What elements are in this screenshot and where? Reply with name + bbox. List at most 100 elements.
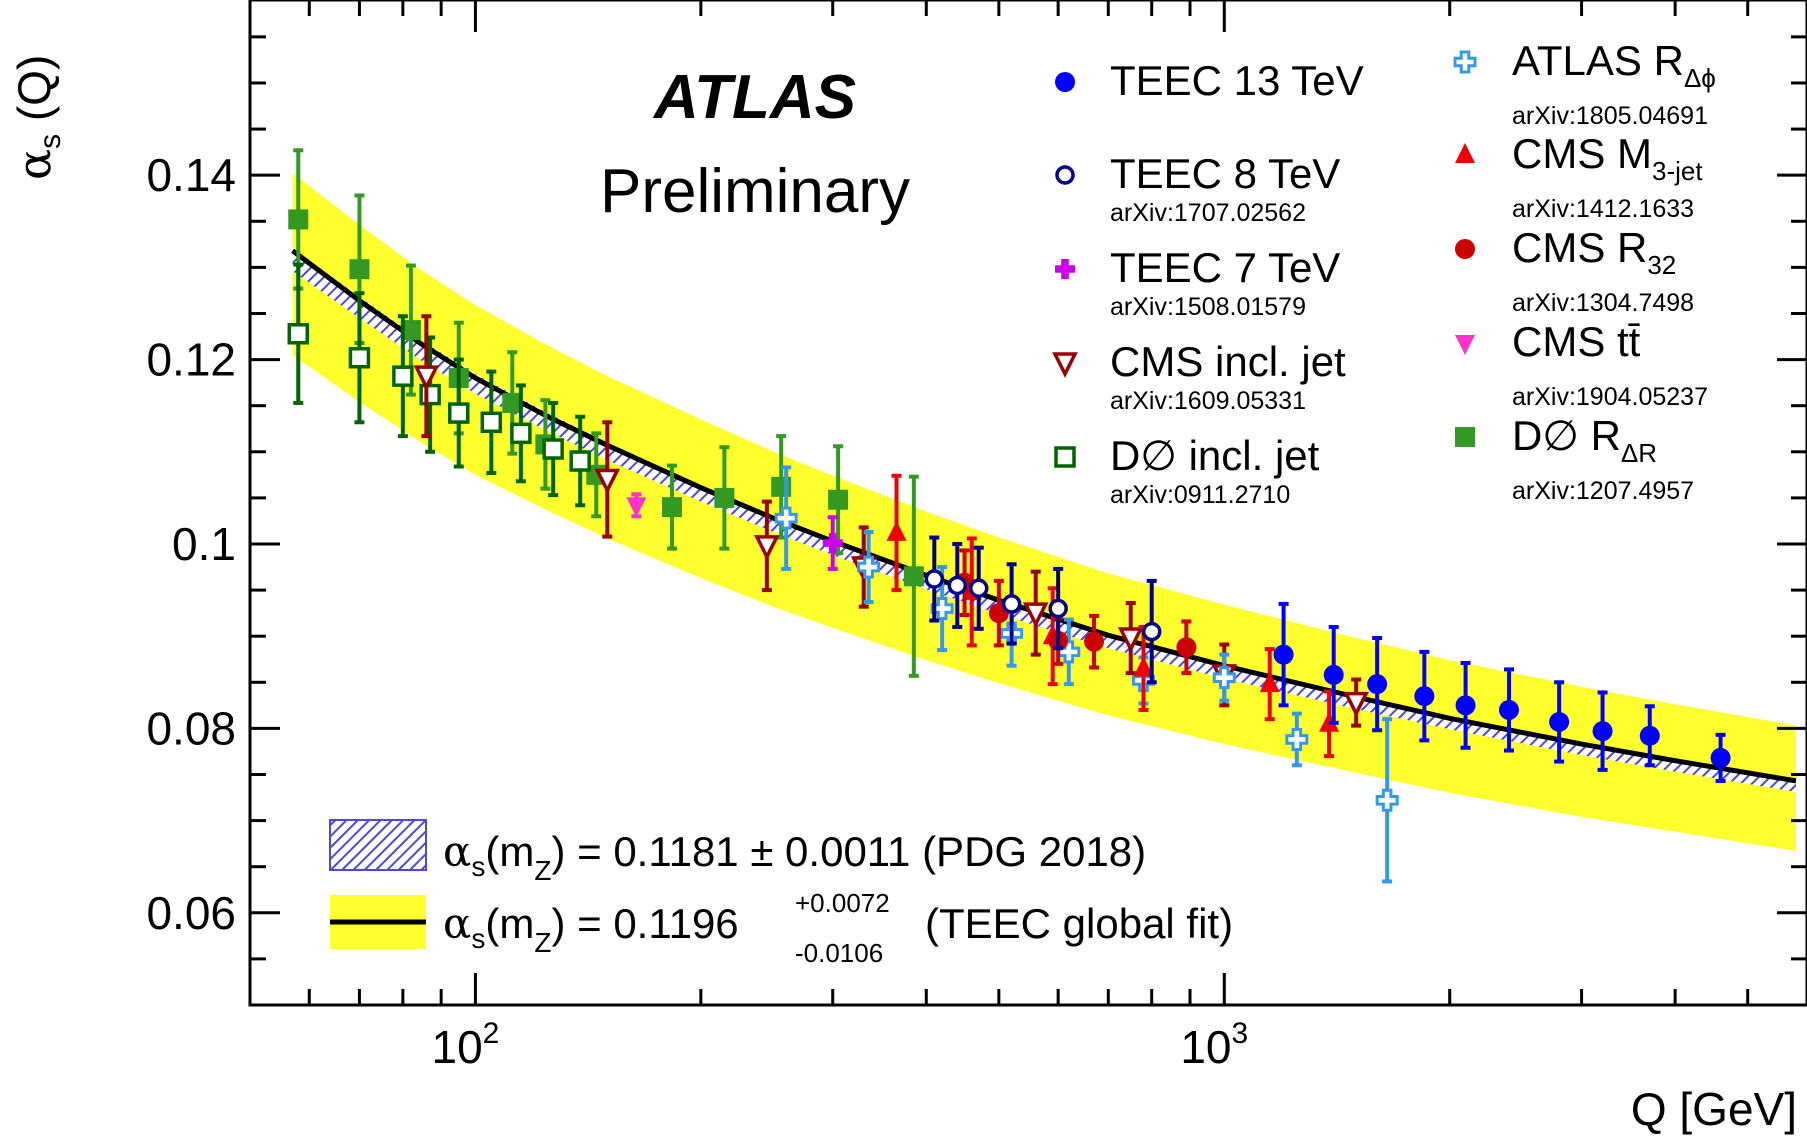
- data-point: [1084, 613, 1105, 670]
- series-d0-r-dr: [288, 148, 924, 678]
- data-point: [924, 535, 945, 623]
- teec-band-label: αs(mZ) = 0.1196: [443, 899, 739, 958]
- legend-reference: arXiv:1304.7498: [1512, 289, 1694, 317]
- legend-reference: arXiv:1207.4957: [1512, 477, 1694, 505]
- y-tick-label: 0.14: [146, 149, 236, 201]
- data-points-layer: [287, 148, 1731, 884]
- y-tick-label: 0.12: [146, 334, 236, 386]
- data-point: [1022, 569, 1049, 657]
- data-point: [714, 445, 735, 551]
- data-point: [1117, 601, 1144, 676]
- legend-entry: CMS R32 arXiv:1304.7498: [1455, 224, 1694, 317]
- data-point: [392, 314, 414, 439]
- status-label: Preliminary: [600, 157, 910, 226]
- data-point: [447, 357, 470, 469]
- data-point: [510, 383, 532, 484]
- legend-entry: CMS M3-jet arXiv:1412.1633: [1455, 130, 1703, 223]
- data-point: [1549, 680, 1570, 764]
- data-point: [857, 530, 881, 605]
- marker: [480, 411, 503, 434]
- data-point: [287, 262, 310, 405]
- data-point: [1259, 647, 1280, 722]
- data-point: [626, 492, 647, 519]
- legend-reference: arXiv:1805.04691: [1512, 102, 1708, 130]
- data-point: [1141, 578, 1162, 685]
- pdg-band-label: αs(mZ) = 0.1181 ± 0.0011 (PDG 2018): [443, 827, 1146, 886]
- legend-entry: TEEC 13 TeV: [1055, 57, 1364, 104]
- data-point: [1001, 562, 1022, 646]
- marker: [886, 520, 907, 541]
- marker: [1212, 666, 1236, 690]
- data-point: [1375, 717, 1399, 884]
- y-axis-title: αs (Q): [7, 55, 67, 180]
- data-point: [661, 463, 682, 551]
- data-point: [348, 291, 371, 425]
- data-point: [886, 473, 907, 593]
- data-point: [774, 465, 798, 571]
- marker: [924, 569, 945, 589]
- marker: [822, 533, 843, 554]
- y-tick-label: 0.06: [146, 887, 236, 939]
- series-teec-8-tev: [924, 535, 1162, 685]
- marker: [903, 566, 924, 587]
- legend-label: CMS tt̄: [1512, 318, 1641, 365]
- x-tick-label: 103: [1180, 1017, 1248, 1073]
- marker: [349, 259, 370, 280]
- series-teec-7-tev: [822, 515, 843, 571]
- legend-label: CMS M3-jet: [1512, 130, 1703, 186]
- y-tick-label: 0.1: [172, 518, 236, 570]
- legend-entry: ATLAS RΔϕ arXiv:1805.04691: [1453, 37, 1716, 130]
- legend-marker: [1054, 446, 1076, 468]
- marker: [1323, 664, 1344, 685]
- marker: [947, 575, 968, 596]
- legend-label: ATLAS RΔϕ: [1512, 37, 1716, 93]
- legend-marker: [1052, 352, 1078, 378]
- marker: [510, 422, 532, 445]
- legend-label: D∅ incl. jet: [1110, 432, 1320, 479]
- data-point: [569, 414, 591, 508]
- marker: [1414, 686, 1435, 707]
- series-d0-incl-jet: [287, 262, 591, 508]
- marker: [1001, 594, 1022, 614]
- band-legend: αs(mZ) = 0.1181 ± 0.0011 (PDG 2018) αs(m…: [329, 819, 1233, 968]
- pdg-band-swatch: [329, 819, 427, 871]
- data-point: [1212, 652, 1236, 703]
- legend-reference: arXiv:1609.05331: [1110, 387, 1306, 415]
- legend-marker: [1055, 165, 1075, 185]
- data-point: [947, 541, 968, 629]
- marker: [542, 438, 564, 460]
- marker: [828, 489, 849, 510]
- marker: [1259, 672, 1280, 693]
- marker: [1710, 747, 1731, 768]
- marker: [714, 487, 735, 508]
- legend-reference: arXiv:1904.05237: [1512, 383, 1708, 411]
- marker: [569, 450, 591, 472]
- legend-label: CMS incl. jet: [1110, 338, 1346, 385]
- marker: [1133, 656, 1154, 677]
- data-point: [1048, 566, 1068, 651]
- data-point: [413, 314, 440, 439]
- marker: [1549, 711, 1570, 732]
- data-point: [968, 545, 989, 631]
- marker: [1343, 691, 1369, 718]
- axis-ticks: 0.06 0.08 0.1 0.12 0.14 102 103: [146, 0, 1807, 1073]
- marker: [1499, 699, 1520, 720]
- series-teec-13-tev: [1273, 601, 1731, 783]
- bands-layer: [291, 173, 1797, 852]
- data-point: [903, 474, 924, 678]
- data-point: [1285, 711, 1309, 768]
- data-point: [1323, 624, 1344, 725]
- marker: [1375, 788, 1399, 812]
- data-point: [822, 515, 843, 571]
- marker: [1273, 644, 1294, 665]
- marker: [1048, 598, 1068, 619]
- data-point: [542, 400, 564, 498]
- legend-label: TEEC 7 TeV: [1110, 244, 1340, 291]
- marker: [1367, 674, 1388, 695]
- legend-reference: arXiv:0911.2710: [1110, 481, 1290, 509]
